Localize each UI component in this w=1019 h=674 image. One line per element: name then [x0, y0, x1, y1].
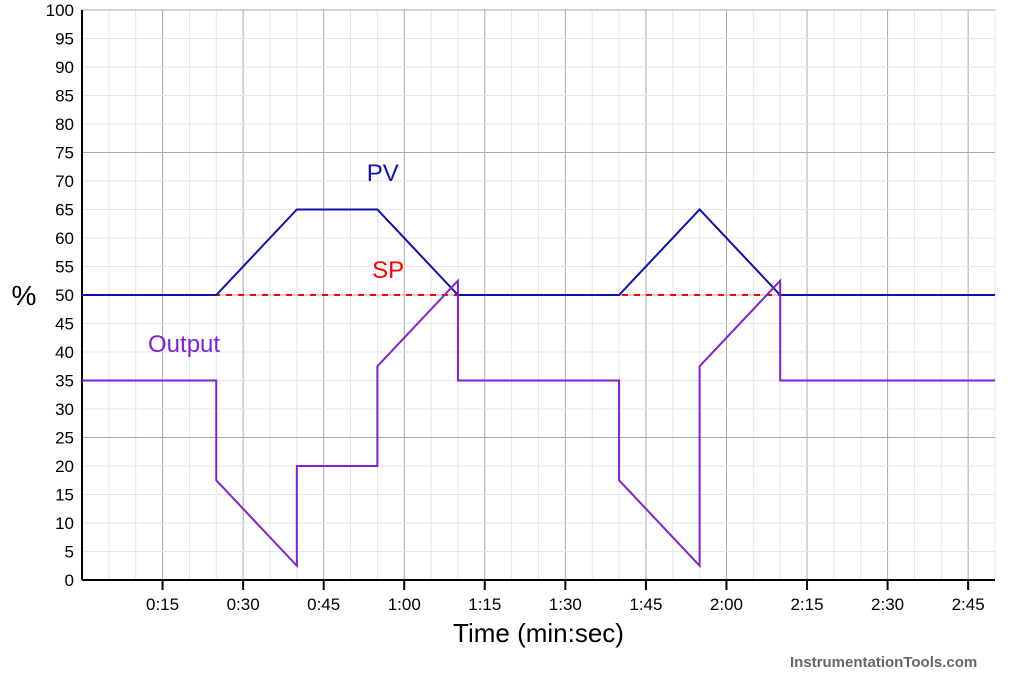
svg-text:%: %: [12, 280, 37, 311]
svg-text:80: 80: [55, 115, 74, 134]
credit-text: InstrumentationTools.com: [790, 654, 977, 671]
svg-text:20: 20: [55, 457, 74, 476]
svg-text:0:45: 0:45: [307, 595, 340, 614]
svg-text:1:45: 1:45: [629, 595, 662, 614]
svg-text:Output: Output: [148, 331, 220, 358]
svg-text:1:30: 1:30: [549, 595, 582, 614]
svg-text:1:15: 1:15: [468, 595, 501, 614]
svg-text:50: 50: [55, 286, 74, 305]
svg-text:2:30: 2:30: [871, 595, 904, 614]
svg-text:100: 100: [46, 1, 74, 20]
svg-text:85: 85: [55, 87, 74, 106]
svg-text:2:15: 2:15: [790, 595, 823, 614]
svg-text:65: 65: [55, 201, 74, 220]
svg-text:95: 95: [55, 30, 74, 49]
svg-text:60: 60: [55, 229, 74, 248]
svg-text:10: 10: [55, 514, 74, 533]
chart-container: 0 5 10 15 20 25 30 35 40 45 50 55 60 65 70 75 80 85 90 95 10…: [0, 0, 1019, 674]
svg-text:0: 0: [65, 571, 74, 590]
svg-text:45: 45: [55, 315, 74, 334]
svg-text:40: 40: [55, 343, 74, 362]
svg-text:Time (min:sec): Time (min:sec): [453, 618, 624, 648]
svg-text:1:00: 1:00: [388, 595, 421, 614]
control-loop-chart: 0 5 10 15 20 25 30 35 40 45 50 55 60 65 70 75 80 85 90 95 10…: [0, 0, 1019, 674]
svg-text:55: 55: [55, 258, 74, 277]
svg-text:2:45: 2:45: [952, 595, 985, 614]
svg-text:PV: PV: [367, 160, 399, 187]
svg-text:35: 35: [55, 372, 74, 391]
svg-text:70: 70: [55, 172, 74, 191]
svg-text:15: 15: [55, 486, 74, 505]
svg-text:90: 90: [55, 58, 74, 77]
svg-text:30: 30: [55, 400, 74, 419]
svg-text:0:15: 0:15: [146, 595, 179, 614]
svg-text:0:30: 0:30: [227, 595, 260, 614]
svg-text:75: 75: [55, 144, 74, 163]
svg-text:2:00: 2:00: [710, 595, 743, 614]
svg-text:5: 5: [65, 543, 74, 562]
svg-text:25: 25: [55, 429, 74, 448]
svg-text:SP: SP: [372, 257, 404, 284]
